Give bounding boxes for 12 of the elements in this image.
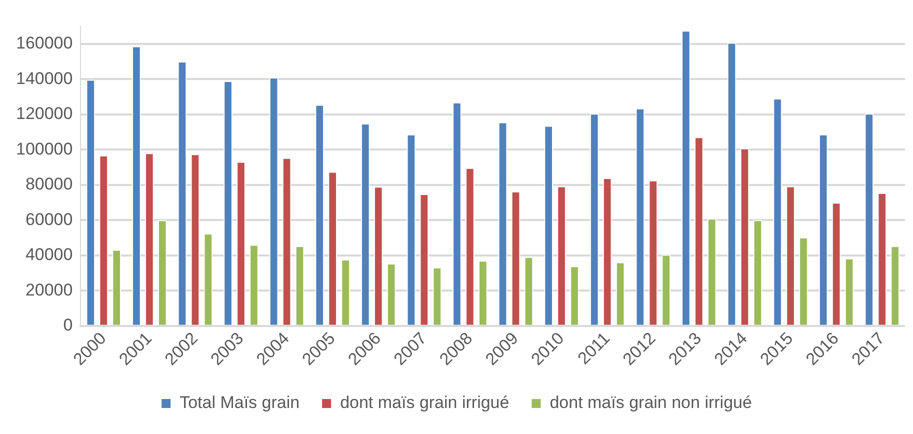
y-tick-label: 20000 [25,280,73,300]
legend-label: dont maïs grain irrigué [340,393,510,412]
y-tick-label: 160000 [16,34,73,53]
legend-label: dont maïs grain non irrigué [550,393,752,412]
y-tick-label: 80000 [25,174,73,194]
y-tick-label: 0 [63,316,73,335]
legend-label: Total Maïs grain [180,393,300,412]
y-tick-label: 100000 [16,139,73,158]
y-tick-label: 140000 [16,68,73,88]
y-tick-label: 60000 [25,210,73,229]
y-tick-label: 120000 [16,104,73,124]
y-tick-label: 40000 [25,245,73,264]
